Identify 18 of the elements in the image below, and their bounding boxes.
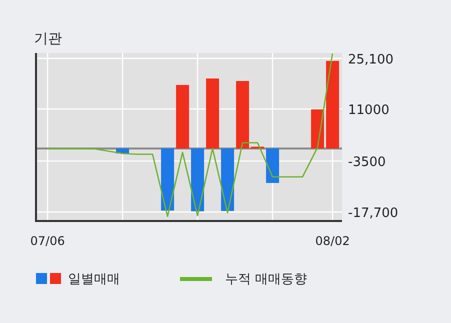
y-tick-label: 25,100 (348, 52, 394, 68)
legend-label: 누적 매매동향 (225, 272, 308, 287)
y-tick-label: -3500 (348, 155, 386, 170)
chart-title: 기관 (34, 31, 62, 47)
bar (221, 148, 234, 211)
legend-label: 일별매매 (68, 272, 120, 287)
y-tick-label: -17,700 (348, 206, 398, 222)
bar (236, 81, 250, 148)
x-tick-label: 08/02 (315, 234, 350, 248)
bar (176, 84, 190, 148)
bar (266, 148, 280, 183)
line-series (46, 52, 334, 217)
bar (191, 148, 204, 212)
bar (326, 60, 340, 148)
y-tick-label: 11000 (348, 103, 390, 118)
bar (161, 148, 174, 211)
x-tick-label: 07/06 (30, 234, 65, 248)
bar (206, 78, 220, 148)
